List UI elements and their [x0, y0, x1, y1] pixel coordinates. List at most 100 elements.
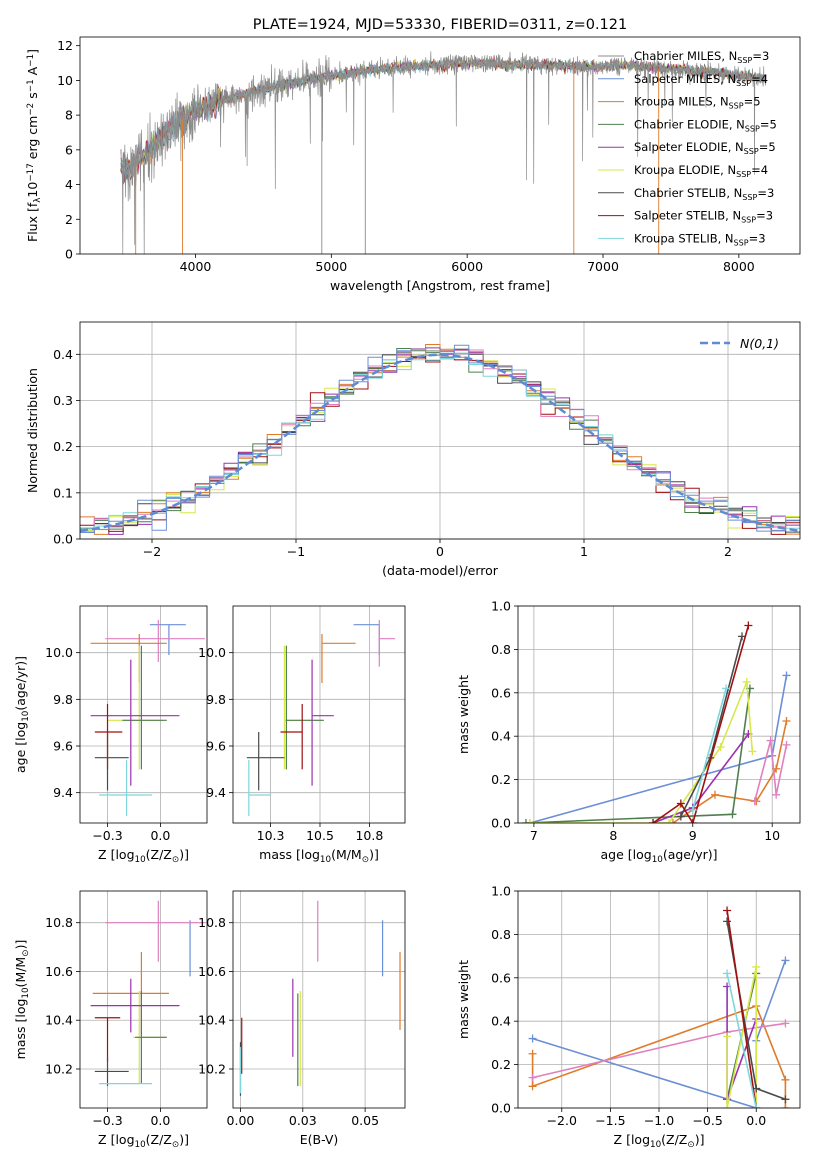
y-tick-label: 0.4	[491, 729, 511, 744]
legend-label: Salpeter STELIB, NSSP=3	[634, 209, 773, 225]
weight-marker	[664, 819, 673, 823]
weight-line	[726, 910, 757, 1108]
histogram-step	[80, 344, 800, 533]
label-part: Chabrier ELODIE, N	[634, 117, 745, 131]
label-part: E(B-V)	[300, 1132, 339, 1147]
y-tick-label: 1.0	[491, 599, 511, 614]
label-part: SSP	[736, 79, 751, 88]
grid	[233, 891, 405, 1108]
weight-marker	[781, 1019, 790, 1028]
y-tick-label: 10.6	[45, 964, 73, 979]
legend-label: Chabrier STELIB, NSSP=3	[634, 186, 774, 202]
label-part: 10	[650, 1140, 661, 1150]
weight-marker	[752, 1104, 761, 1108]
y-tick-label: 9.6	[53, 739, 73, 754]
label-part: (age/yr)]	[663, 847, 718, 862]
label-part: mass [log	[259, 847, 320, 862]
label-part: −1	[26, 79, 36, 92]
x-tick-label: 0.03	[289, 1113, 317, 1128]
x-tick-label: 9	[689, 828, 697, 843]
label-part: Normed distribution	[25, 368, 40, 493]
label-part: =3	[756, 209, 773, 223]
x-tick-label: 7	[530, 828, 538, 843]
weight-marker	[781, 956, 790, 965]
axes-spectrum: 4000 5000 6000 7000 8000 0 2 4 6 8 10 12 wavelength …	[25, 36, 801, 293]
x-tick-label: 8000	[723, 259, 755, 274]
label-part: mass weight	[456, 675, 471, 754]
axes-frame	[517, 890, 801, 1109]
label-part: (age/yr)]	[13, 656, 28, 711]
weight-line	[726, 973, 757, 1108]
y-tick-label: 12	[57, 38, 73, 53]
y-axis-label: mass weight	[456, 675, 471, 754]
weight-marker	[528, 1082, 537, 1091]
label-part: age [log	[600, 847, 651, 862]
x-tick-label: 10.8	[355, 828, 383, 843]
weight-marker	[723, 906, 732, 915]
weight-line	[525, 688, 751, 823]
x-axis-label: mass [log10(M/M⊙)]	[259, 847, 379, 865]
label-part: =4	[751, 163, 768, 177]
plot-area	[239, 900, 401, 1096]
weight-marker	[723, 1104, 732, 1108]
legend-label: Kroupa ELODIE, NSSP=4	[634, 163, 768, 179]
label-part: )]	[179, 847, 189, 862]
weight-marker	[750, 797, 759, 806]
y-tick-label: 2	[65, 212, 73, 227]
label-part: mass [log	[13, 999, 28, 1060]
label-part: 10	[135, 1140, 146, 1150]
y-axis-label: mass [log10(M/M⊙)]	[13, 940, 31, 1060]
x-tick-label: 0.05	[351, 1113, 379, 1128]
y-tick-label: 0.2	[491, 772, 511, 787]
axes-frame	[232, 605, 406, 824]
label-part: Salpeter STELIB, N	[634, 209, 741, 223]
weight-marker	[528, 1034, 537, 1043]
label-part: Flux [f	[25, 202, 40, 242]
y-tick-label: 0.0	[53, 532, 73, 547]
x-tick-label: −1.0	[644, 1113, 674, 1128]
weight-line	[529, 681, 754, 823]
x-axis-label: Z [log10(Z/Z⊙)]	[98, 1132, 189, 1150]
x-tick-label: −0.3	[92, 828, 122, 843]
weight-line	[692, 688, 727, 811]
x-tick-label: 8	[609, 828, 617, 843]
plot-area	[120, 51, 767, 254]
label-part: =3	[749, 231, 766, 245]
weight-marker	[668, 819, 677, 823]
weight-marker	[782, 740, 791, 749]
weight-marker	[782, 671, 791, 680]
weight-marker	[525, 819, 534, 823]
label-part: )]	[13, 940, 28, 950]
legend-label: Salpeter MILES, NSSP=4	[634, 72, 768, 88]
legend-label: N(0,1)	[740, 336, 779, 351]
weight-marker	[711, 790, 720, 799]
y-tick-label: 0.0	[491, 816, 511, 831]
label-part: SSP	[734, 238, 749, 247]
axes-frame	[79, 36, 801, 255]
label-part: 10	[25, 182, 40, 198]
label-part: )]	[369, 847, 379, 862]
label-part: =5	[744, 95, 761, 109]
label-part: 10	[320, 855, 331, 865]
label-part: Z [log	[614, 1132, 650, 1147]
weight-marker	[781, 1095, 790, 1104]
label-part: ⊙	[362, 855, 369, 865]
x-tick-label: −1	[287, 544, 305, 559]
y-tick-label: 10.6	[198, 964, 226, 979]
x-axis-label: Z [log10(Z/Z⊙)]	[98, 847, 189, 865]
grid	[80, 891, 207, 1108]
weight-marker	[752, 962, 761, 971]
plot-area	[90, 900, 205, 1087]
y-tick-label: 0.4	[53, 347, 73, 362]
x-axis-label: E(B-V)	[300, 1132, 339, 1147]
x-tick-label: 6000	[451, 259, 483, 274]
y-tick-label: 1.0	[491, 884, 511, 899]
grid	[233, 606, 405, 823]
label-part: SSP	[745, 124, 760, 133]
y-tick-label: 0.6	[491, 685, 511, 700]
weight-marker	[528, 1049, 537, 1058]
label-part: )]	[179, 1132, 189, 1147]
y-tick-label: 9.4	[53, 785, 73, 800]
weight-line	[680, 636, 743, 817]
weight-marker	[676, 799, 685, 808]
